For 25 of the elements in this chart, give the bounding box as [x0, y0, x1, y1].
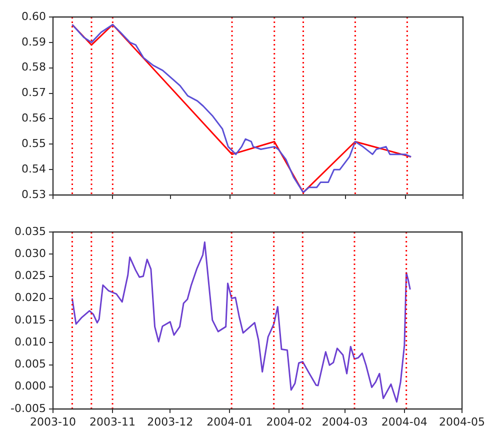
- y-tick-label: 0.55: [22, 137, 46, 150]
- x-tick-label: 2003-11: [90, 415, 136, 426]
- y-tick-label: 0.020: [14, 291, 46, 304]
- y-tick-label: 0.015: [14, 313, 46, 326]
- y-tick-label: 0.030: [14, 246, 46, 260]
- y-tick-label: 0.035: [14, 224, 46, 238]
- y-tick-label: 0.000: [14, 380, 46, 393]
- y-tick-label: 0.58: [22, 60, 46, 74]
- x-tick-label: 2004-04: [381, 415, 428, 426]
- x-tick-label: 2004-03: [322, 415, 368, 426]
- x-tick-label: 2004-01: [206, 415, 253, 426]
- y-tick-label: 0.56: [22, 112, 46, 125]
- y-tick-label: 0.53: [22, 188, 46, 201]
- y-tick-label: 0.54: [22, 162, 46, 176]
- y-tick-label: -0.005: [10, 402, 46, 415]
- y-tick-label: 0.59: [22, 35, 46, 48]
- x-tick-label: 2004-02: [266, 415, 312, 426]
- y-tick-label: 0.60: [22, 10, 46, 23]
- y-tick-label: 0.010: [14, 335, 46, 348]
- x-tick-label: 2004-05: [439, 415, 486, 426]
- y-tick-label: 0.57: [22, 86, 46, 100]
- x-tick-label: 2003-12: [147, 415, 194, 426]
- y-tick-label: 0.005: [14, 358, 46, 371]
- y-tick-label: 0.025: [14, 269, 46, 282]
- x-tick-label: 2003-10: [30, 415, 76, 426]
